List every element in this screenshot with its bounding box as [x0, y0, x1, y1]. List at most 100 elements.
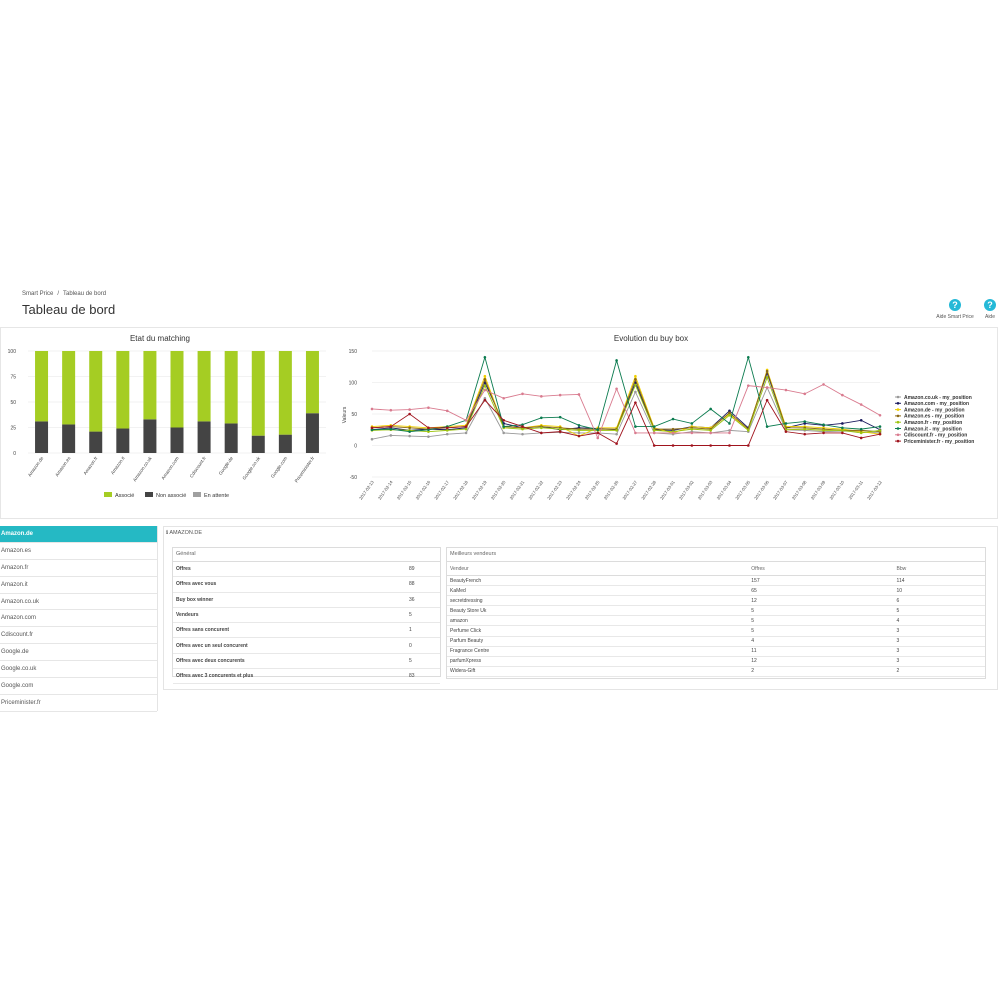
- legend-label[interactable]: En attente: [204, 493, 229, 499]
- legend-marker: [896, 427, 900, 430]
- series-line: [371, 399, 881, 446]
- seller-bbw: 2: [893, 666, 985, 677]
- seller-bbw: 10: [893, 585, 985, 597]
- legend-label[interactable]: Amazon.com - my_position: [904, 401, 969, 407]
- sidebar-item-amazon-es[interactable]: Amazon.es: [0, 543, 157, 560]
- legend-label[interactable]: Non associé: [156, 493, 186, 499]
- sidebar-item-cdiscount-fr[interactable]: Cdiscount.fr: [0, 627, 157, 645]
- data-point: [408, 426, 411, 430]
- column-header[interactable]: Offres: [748, 562, 894, 576]
- sidebar-item-amazon-fr[interactable]: Amazon.fr: [0, 560, 157, 577]
- x-tick-label: 2017-02-17: [433, 479, 450, 500]
- data-point: [728, 413, 731, 417]
- data-point: [765, 425, 769, 428]
- data-point: [878, 429, 882, 432]
- legend-label[interactable]: Amazon.es - my_position: [904, 414, 964, 420]
- table-row: Offres avec vous 88: [173, 576, 440, 593]
- data-point: [746, 356, 750, 359]
- legend-label[interactable]: Amazon.de - my_position: [904, 407, 965, 413]
- data-point: [464, 427, 468, 431]
- bar-associé: [116, 351, 130, 429]
- data-point: [558, 393, 562, 397]
- sidebar-item-amazon-co-uk[interactable]: Amazon.co.uk: [0, 594, 157, 611]
- column-header[interactable]: Vendeur: [447, 562, 749, 576]
- data-point: [634, 390, 637, 394]
- data-point: [464, 425, 468, 428]
- sidebar-item-amazon-de[interactable]: Amazon.de: [0, 526, 157, 543]
- legend-label[interactable]: Amazon.fr - my_position: [904, 420, 962, 426]
- help-smart-price-button[interactable]: ? Aide Smart Price: [932, 299, 978, 320]
- sidebar-item-label: Amazon.com: [1, 615, 37, 622]
- legend-label[interactable]: Amazon.it - my_position: [904, 426, 962, 432]
- data-point: [784, 422, 788, 425]
- data-point: [427, 428, 430, 432]
- data-point: [634, 383, 637, 387]
- data-point: [671, 444, 675, 447]
- series-line: [371, 376, 881, 434]
- x-tick-label: Amazon.fr: [82, 455, 98, 475]
- sidebar-item-amazon-com[interactable]: Amazon.com: [0, 610, 157, 628]
- legend-label[interactable]: Priceminister.fr - my_position: [904, 439, 974, 445]
- series-line: [371, 368, 881, 437]
- table-row: secretdressing 12 6: [447, 595, 985, 607]
- x-tick-label: 2017-03-04: [716, 479, 733, 500]
- sidebar-item-priceminister-fr[interactable]: Priceminister.fr: [0, 695, 157, 712]
- stat-value: 5: [406, 653, 440, 670]
- sidebar-item-google-com[interactable]: Google.com: [0, 678, 157, 695]
- column-header[interactable]: Bbw: [893, 562, 985, 576]
- bar-associé: [62, 351, 76, 425]
- general-stats-header: Général: [173, 548, 440, 562]
- info-icon: ℹ: [166, 530, 169, 536]
- seller-offers: 2: [748, 666, 894, 677]
- help-button[interactable]: ? Aide: [980, 299, 1000, 320]
- data-point: [765, 398, 769, 402]
- data-point: [803, 422, 807, 425]
- sidebar-item-label: Google.co.uk: [1, 666, 37, 673]
- legend-label[interactable]: Amazon.co.uk - my_position: [904, 395, 972, 401]
- sidebar-item-google-co-uk[interactable]: Google.co.uk: [0, 661, 157, 679]
- table-row: Beauty Store Uk 5 5: [447, 605, 985, 617]
- legend-label[interactable]: Cdiscount.fr - my_position: [904, 433, 967, 439]
- detail-panel: [163, 526, 998, 690]
- bar-associé: [278, 351, 292, 435]
- data-point: [822, 431, 825, 435]
- data-point: [408, 408, 411, 411]
- table-row: Offres avec deux concurents 5: [173, 653, 440, 670]
- y-tick-label: 100: [349, 381, 358, 387]
- y-tick-label: 150: [349, 349, 358, 355]
- data-point: [445, 409, 449, 413]
- sidebar-item-label: Amazon.de: [1, 531, 34, 537]
- x-tick-label: 2017-03-01: [659, 479, 676, 500]
- data-point: [652, 425, 656, 428]
- x-tick-label: Priceminister.fr: [294, 455, 316, 483]
- x-tick-label: 2017-02-15: [396, 479, 413, 500]
- seller-name: amazon: [447, 615, 749, 627]
- data-point: [634, 401, 637, 404]
- seller-bbw: 5: [893, 605, 985, 617]
- sidebar-item-amazon-it[interactable]: Amazon.it: [0, 577, 157, 594]
- x-tick-label: Google.com: [270, 456, 288, 479]
- data-point: [502, 419, 506, 422]
- sidebar-item-google-de[interactable]: Google.de: [0, 644, 157, 662]
- seller-offers: 5: [748, 605, 894, 617]
- data-point: [427, 435, 430, 438]
- data-point: [502, 425, 506, 428]
- breadcrumb-parent-link[interactable]: Smart Price: [22, 291, 54, 297]
- table-row: Offres sans concurent 1: [173, 622, 440, 639]
- data-point: [615, 429, 618, 432]
- stat-label: Offres avec deux concurents: [173, 653, 406, 670]
- stat-value: 89: [406, 562, 440, 578]
- bar-associé: [224, 351, 238, 424]
- x-tick-label: 2017-02-27: [622, 479, 639, 500]
- bar-associé: [35, 351, 49, 422]
- data-point: [596, 436, 600, 440]
- bar-non-associé: [170, 427, 184, 453]
- general-stats-table: Offres 89 Offres avec vous 88 Buy box winner…: [173, 562, 440, 685]
- legend-label[interactable]: Associé: [115, 493, 134, 499]
- data-point: [521, 432, 524, 436]
- data-point: [878, 425, 882, 428]
- x-tick-label: 2017-02-24: [565, 479, 582, 500]
- marketplace-sidebar: Amazon.de Amazon.es Amazon.fr Amazon.it Amaz…: [0, 526, 158, 712]
- x-tick-label: Google.co.uk: [241, 455, 261, 481]
- data-point: [445, 429, 449, 432]
